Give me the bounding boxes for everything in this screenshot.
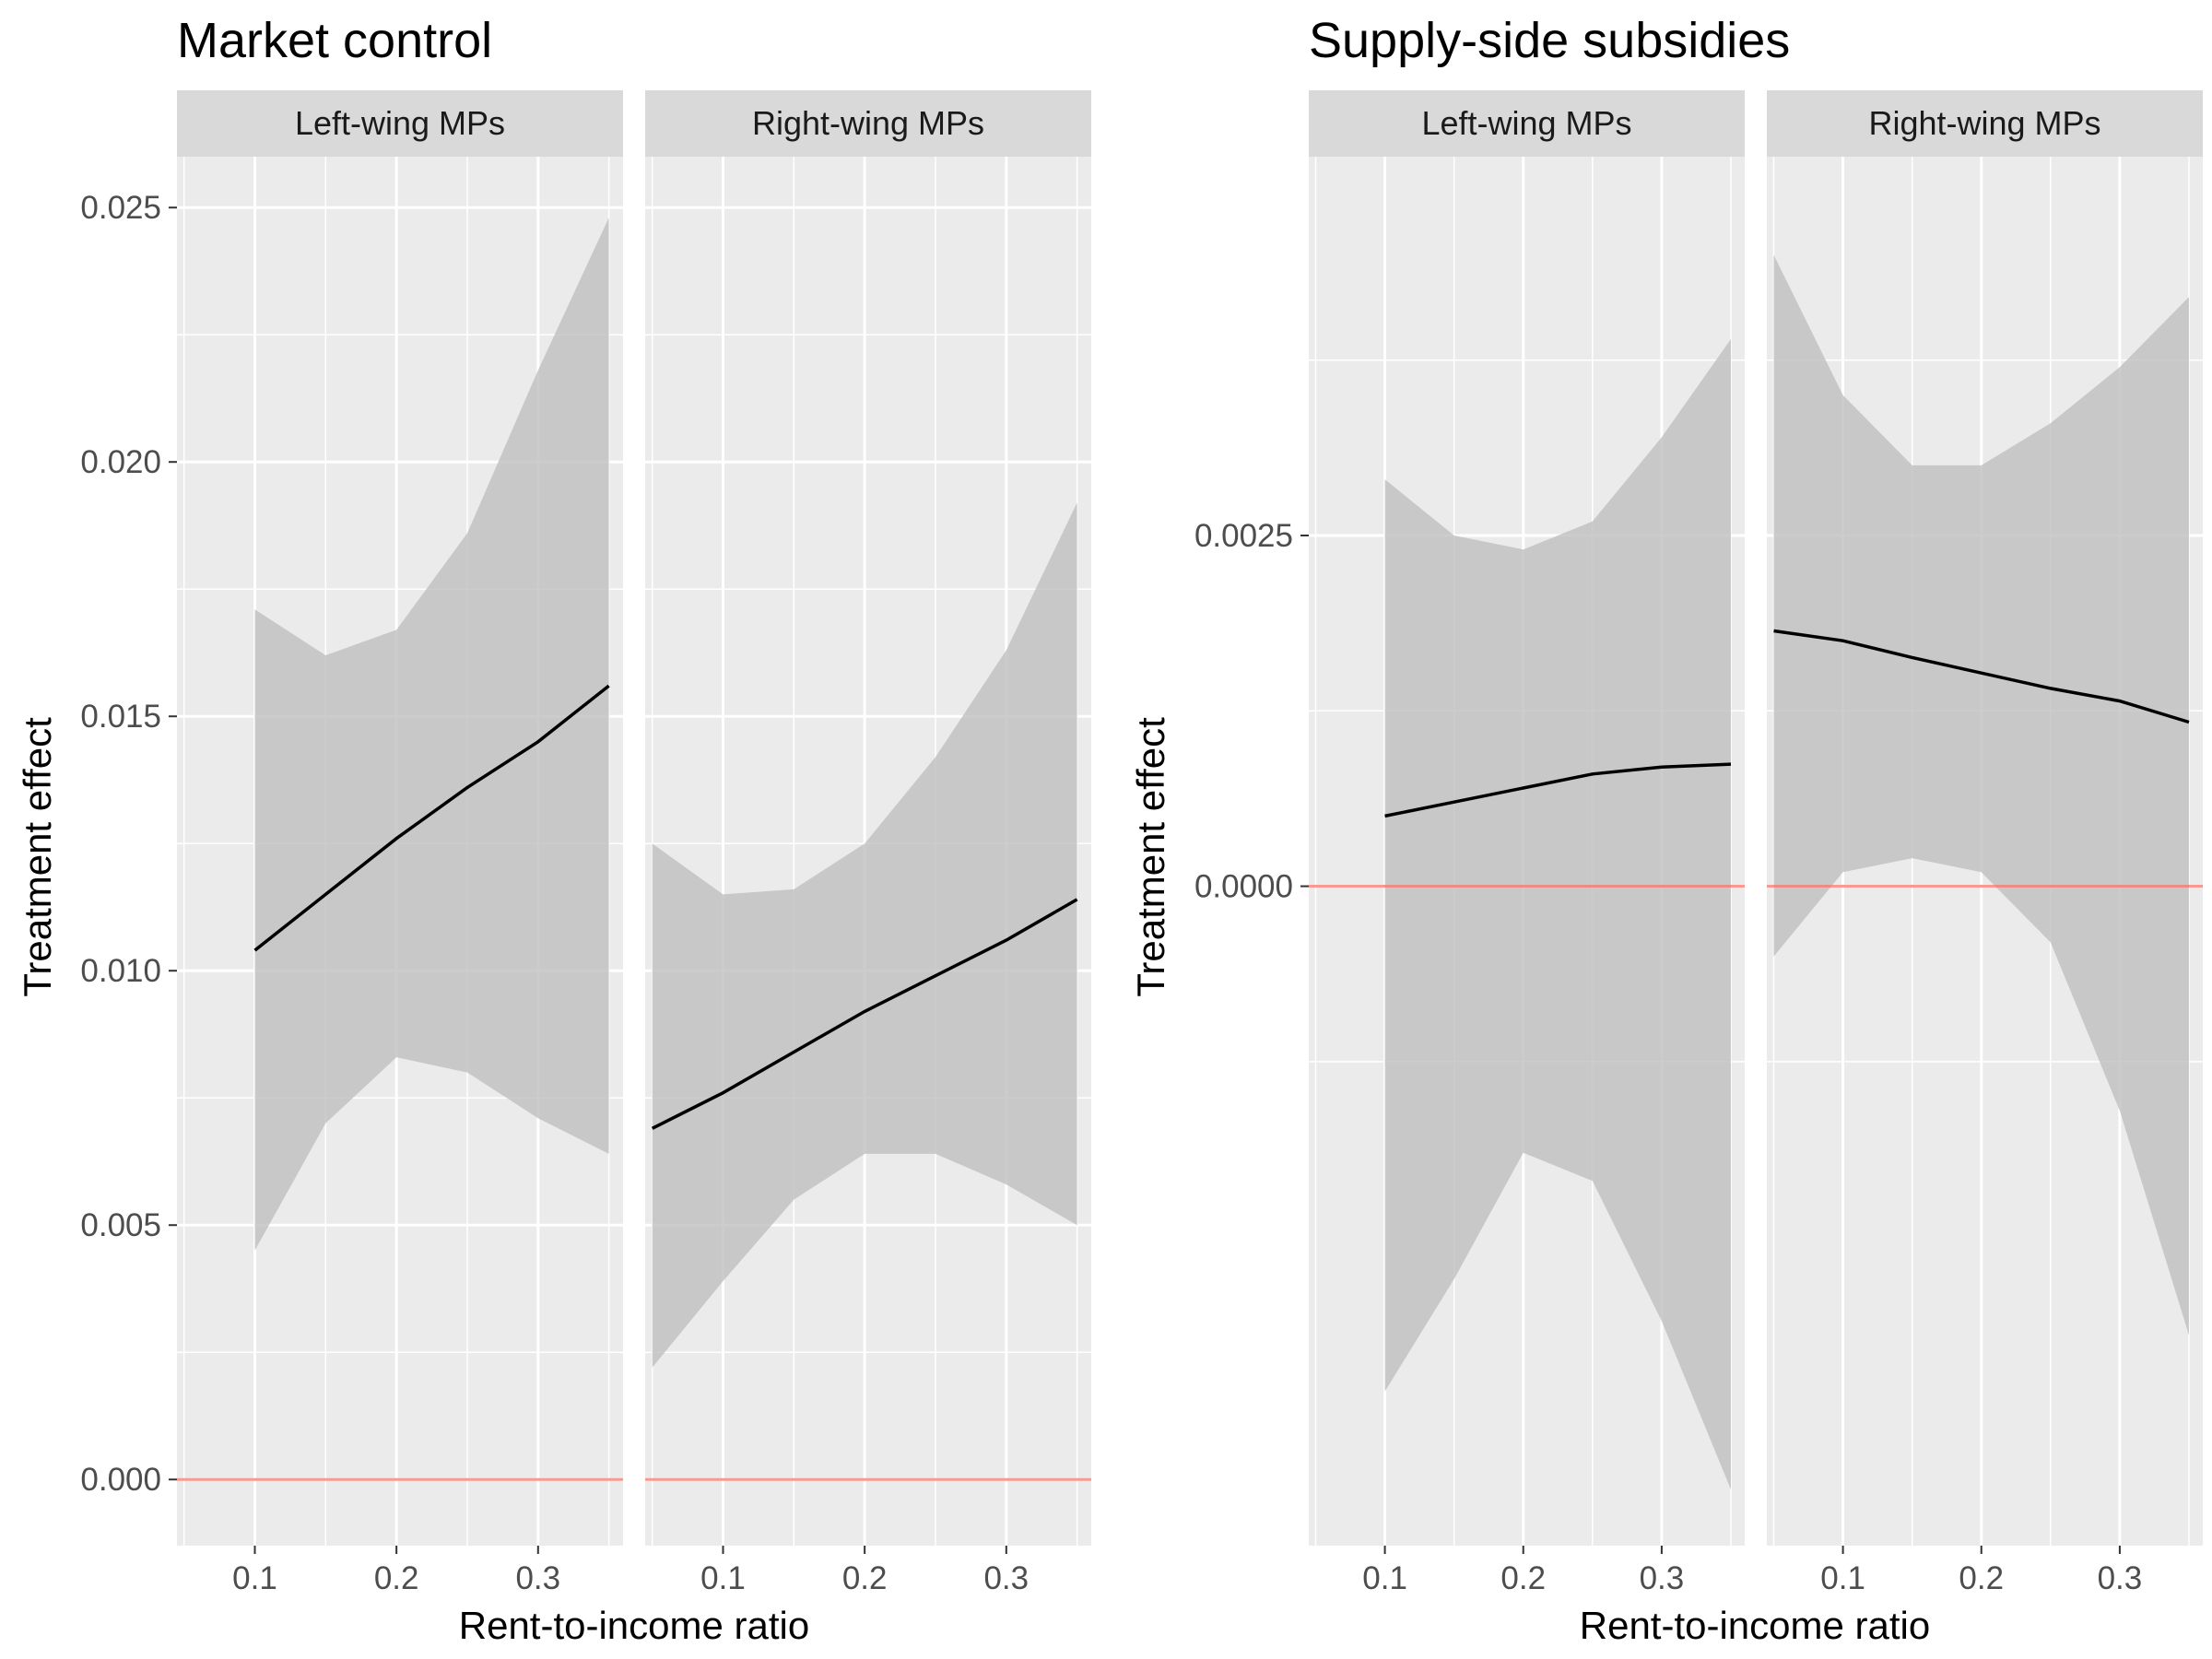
supply-side-subsidies-facet-2-strip [1767, 90, 2203, 157]
market-control-facet-1-x-tick-label: 0.2 [374, 1560, 419, 1596]
supply-side-subsidies-facet-2-x-tick-label: 0.2 [1959, 1560, 2004, 1596]
market-control-y-axis: 0.000 0.005 0.010 0.015 0.020 0.025 [80, 190, 177, 1498]
market-control-facet-2-x-tick-label: 0.1 [700, 1560, 746, 1596]
supply-side-subsidies-x-axis-title: Rent-to-income ratio [1580, 1604, 1930, 1647]
market-control-y-tick-label: 0.000 [80, 1462, 161, 1498]
market-control-facet-1-confidence-band [254, 218, 609, 1251]
supply-side-subsidies-facets: Left-wing MPs 0.1 0.2 0.3 Right-wing MPs 0.1 0… [1309, 90, 2203, 1596]
market-control-x-axis-title: Rent-to-income ratio [459, 1604, 809, 1647]
market-control-facet-1-strip-label: Left-wing MPs [295, 104, 505, 142]
supply-side-subsidies-facet-1-x-tick-label: 0.2 [1500, 1560, 1546, 1596]
market-control-facet-1-x-tick-label: 0.1 [232, 1560, 277, 1596]
supply-side-subsidies-facet-1-x-tick-label: 0.1 [1362, 1560, 1407, 1596]
supply-side-subsidies-facet-1-estimate-line [1384, 762, 1732, 818]
supply-side-subsidies-y-tick-label: 0.0000 [1194, 869, 1293, 905]
market-control-y-tick-label: 0.005 [80, 1207, 161, 1243]
supply-side-subsidies-facet-1-confidence-band [1384, 338, 1731, 1490]
market-control-facet-2-estimate-line [651, 898, 1078, 1130]
supply-side-subsidies-facet-2: Right-wing MPs 0.1 0.2 0.3 [1767, 90, 2203, 1596]
market-control-y-tick-label: 0.020 [80, 444, 161, 480]
market-control-facet-2-x-tick-label: 0.2 [842, 1560, 888, 1596]
supply-side-subsidies-y-axis-title: Treatment effect [1129, 717, 1172, 997]
supply-side-subsidies-facet-1-strip [1309, 90, 1745, 157]
market-control-title: Market control [177, 13, 492, 68]
supply-side-subsidies-chart: Supply-side subsidies Left-wing MPs 0.1 0.… [1129, 13, 2203, 1647]
market-control-facet-2: Right-wing MPs 0.1 0.2 0.3 [645, 90, 1091, 1596]
supply-side-subsidies-facet-1: Left-wing MPs 0.1 0.2 0.3 [1309, 90, 1745, 1596]
supply-side-subsidies-facet-2-estimate-line [1773, 629, 2190, 724]
market-control-y-tick-label: 0.010 [80, 953, 161, 989]
supply-side-subsidies-y-axis: 0.0000 0.0025 [1194, 518, 1309, 905]
supply-side-subsidies-facet-2-x-tick-label: 0.3 [2098, 1560, 2143, 1596]
supply-side-subsidies-facet-2-strip-label: Right-wing MPs [1868, 104, 2100, 142]
market-control-facet-1-strip [177, 90, 623, 157]
supply-side-subsidies-facet-1-x-tick-label: 0.3 [1640, 1560, 1685, 1596]
market-control-y-axis-title: Treatment effect [16, 717, 59, 997]
market-control-y-tick-label: 0.025 [80, 190, 161, 226]
supply-side-subsidies-title: Supply-side subsidies [1309, 13, 1790, 68]
supply-side-subsidies-facet-1-strip-label: Left-wing MPs [1421, 104, 1631, 142]
market-control-facet-1-x-tick-label: 0.3 [515, 1560, 560, 1596]
market-control-facet-2-strip-label: Right-wing MPs [752, 104, 984, 142]
supply-side-subsidies-y-tick-label: 0.0025 [1194, 518, 1293, 554]
market-control-y-tick-label: 0.015 [80, 699, 161, 735]
market-control-facet-1: Left-wing MPs 0.1 0.2 0.3 [177, 90, 623, 1596]
market-control-facet-2-confidence-band [652, 502, 1077, 1368]
supply-side-subsidies-facet-2-confidence-band [1773, 254, 2189, 1335]
supply-side-subsidies-facet-2-x-tick-label: 0.1 [1820, 1560, 1865, 1596]
market-control-facet-1-estimate-line [253, 684, 610, 952]
market-control-facets: Left-wing MPs 0.1 0.2 0.3 Right-wing MPs 0.1 0… [177, 90, 1091, 1596]
market-control-facet-2-strip [645, 90, 1091, 157]
market-control-facet-2-x-tick-label: 0.3 [983, 1560, 1029, 1596]
